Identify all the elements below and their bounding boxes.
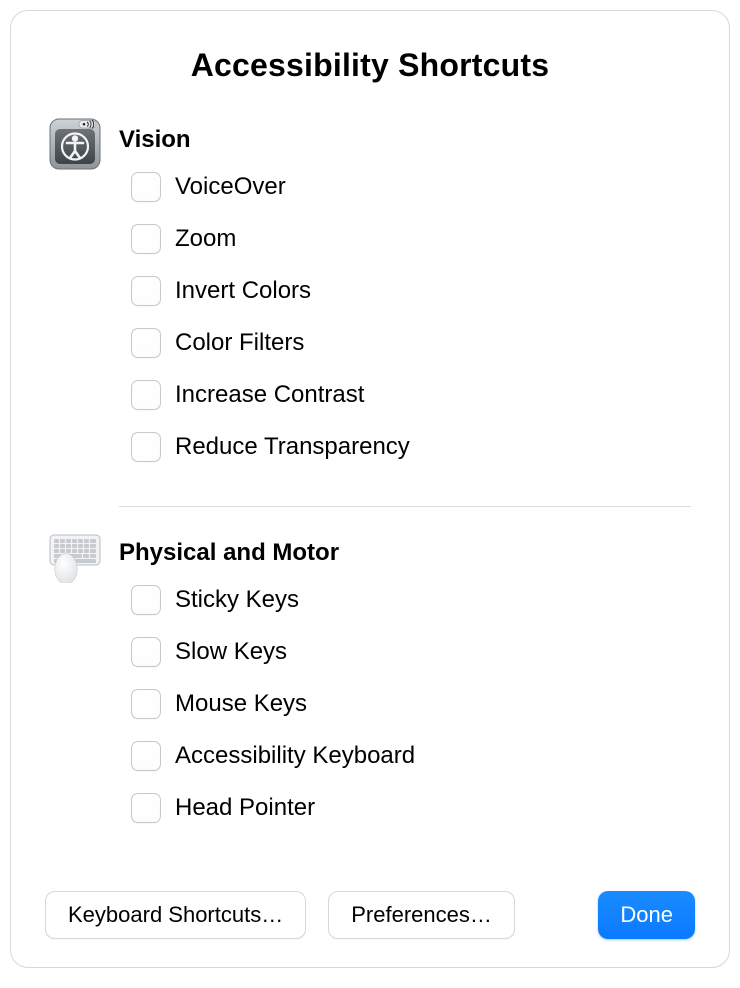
section-divider: [119, 506, 691, 507]
keyboard-shortcuts-button[interactable]: Keyboard Shortcuts…: [45, 891, 306, 939]
checkbox-color-filters[interactable]: [131, 328, 161, 358]
checkbox-mouse-keys[interactable]: [131, 689, 161, 719]
section-physical-motor: Physical and Motor Sticky Keys Slow Keys…: [39, 529, 701, 861]
option-color-filters[interactable]: Color Filters: [131, 328, 691, 358]
option-reduce-transparency[interactable]: Reduce Transparency: [131, 432, 691, 462]
checkbox-increase-contrast[interactable]: [131, 380, 161, 410]
accessibility-icon: [49, 118, 101, 170]
section-vision: Vision VoiceOver Zoom Invert Colors Colo…: [39, 116, 701, 500]
option-voiceover[interactable]: VoiceOver: [131, 172, 691, 202]
checkbox-slow-keys[interactable]: [131, 637, 161, 667]
option-label: Invert Colors: [175, 277, 311, 305]
button-row: Keyboard Shortcuts… Preferences… Done: [39, 887, 701, 943]
option-label: Head Pointer: [175, 794, 315, 822]
keyboard-mouse-icon: [49, 531, 101, 583]
option-label: Mouse Keys: [175, 690, 307, 718]
checkbox-voiceover[interactable]: [131, 172, 161, 202]
option-label: Increase Contrast: [175, 381, 364, 409]
option-head-pointer[interactable]: Head Pointer: [131, 793, 691, 823]
option-label: Slow Keys: [175, 638, 287, 666]
button-spacer: [537, 891, 577, 939]
checkbox-accessibility-keyboard[interactable]: [131, 741, 161, 771]
option-accessibility-keyboard[interactable]: Accessibility Keyboard: [131, 741, 691, 771]
section-vision-body: Vision VoiceOver Zoom Invert Colors Colo…: [119, 116, 691, 484]
panel-title: Accessibility Shortcuts: [39, 47, 701, 84]
accessibility-shortcuts-panel: Accessibility Shortcuts: [10, 10, 730, 968]
option-invert-colors[interactable]: Invert Colors: [131, 276, 691, 306]
checkbox-reduce-transparency[interactable]: [131, 432, 161, 462]
panel-content: Vision VoiceOver Zoom Invert Colors Colo…: [39, 116, 701, 887]
option-label: Reduce Transparency: [175, 433, 410, 461]
option-sticky-keys[interactable]: Sticky Keys: [131, 585, 691, 615]
preferences-button[interactable]: Preferences…: [328, 891, 515, 939]
option-slow-keys[interactable]: Slow Keys: [131, 637, 691, 667]
option-label: Color Filters: [175, 329, 304, 357]
checkbox-zoom[interactable]: [131, 224, 161, 254]
option-zoom[interactable]: Zoom: [131, 224, 691, 254]
option-increase-contrast[interactable]: Increase Contrast: [131, 380, 691, 410]
option-mouse-keys[interactable]: Mouse Keys: [131, 689, 691, 719]
option-label: Accessibility Keyboard: [175, 742, 415, 770]
section-vision-heading: Vision: [119, 126, 691, 154]
done-button[interactable]: Done: [598, 891, 695, 939]
checkbox-head-pointer[interactable]: [131, 793, 161, 823]
option-label: Sticky Keys: [175, 586, 299, 614]
checkbox-sticky-keys[interactable]: [131, 585, 161, 615]
checkbox-invert-colors[interactable]: [131, 276, 161, 306]
option-label: Zoom: [175, 225, 236, 253]
section-physical-heading: Physical and Motor: [119, 539, 691, 567]
section-physical-body: Physical and Motor Sticky Keys Slow Keys…: [119, 529, 691, 845]
option-label: VoiceOver: [175, 173, 286, 201]
